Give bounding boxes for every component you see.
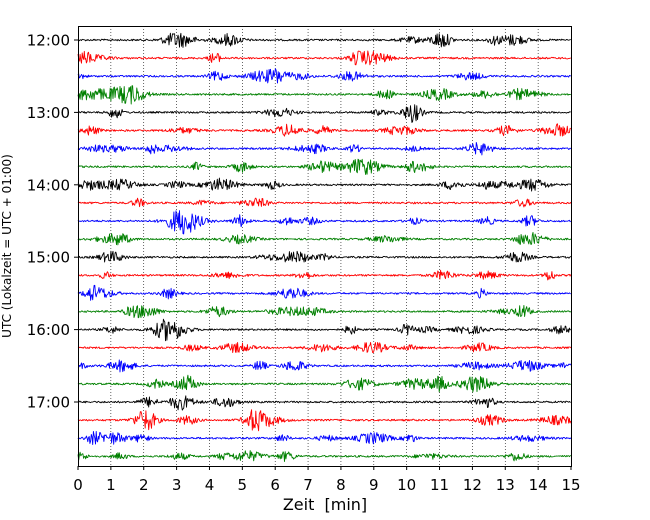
x-tick-label: 8 — [336, 476, 346, 494]
trace-line — [77, 269, 572, 281]
y-tick-label: 12:00 — [27, 32, 70, 50]
trace-line — [77, 450, 572, 462]
y-ticks: 12:00 13:00 14:00 15:00 16:00 17:00 — [27, 32, 78, 412]
x-tick-label: 10 — [397, 476, 416, 494]
x-ticks: 0 1 2 3 4 5 6 7 8 9 10 11 12 13 14 15 — [73, 466, 581, 494]
trace-line — [77, 409, 572, 432]
trace-line — [77, 231, 572, 246]
x-tick-label: 4 — [205, 476, 215, 494]
x-tick-label: 2 — [139, 476, 149, 494]
y-tick-label: 13:00 — [27, 104, 70, 122]
trace-line — [77, 359, 572, 373]
y-tick-label: 15:00 — [27, 249, 70, 267]
trace-line — [77, 431, 572, 445]
trace-line — [77, 250, 572, 263]
x-tick-label: 14 — [529, 476, 548, 494]
x-tick-label: 6 — [270, 476, 280, 494]
x-tick-label: 7 — [303, 476, 313, 494]
trace-line — [77, 197, 572, 208]
trace-line — [77, 305, 572, 319]
y-tick-label: 16:00 — [27, 321, 70, 339]
x-tick-label: 5 — [238, 476, 248, 494]
x-tick-label: 12 — [463, 476, 482, 494]
trace-line — [77, 284, 571, 301]
trace-line — [77, 104, 571, 123]
trace-line — [77, 318, 572, 342]
trace-line — [77, 50, 571, 66]
trace-line — [77, 395, 571, 411]
y-tick-label: 14:00 — [27, 176, 70, 194]
y-axis-label: UTC (Lokalzeit = UTC + 01:00) — [0, 154, 14, 338]
x-tick-label: 13 — [496, 476, 515, 494]
trace-line — [77, 68, 572, 84]
trace-lines — [77, 32, 572, 462]
x-tick-label: 9 — [369, 476, 379, 494]
trace-line — [77, 85, 572, 105]
trace-line — [77, 210, 572, 235]
x-tick-label: 3 — [172, 476, 182, 494]
trace-line — [77, 177, 572, 192]
trace-line — [77, 123, 572, 137]
x-axis-label: Zeit [min] — [283, 495, 367, 514]
y-tick-label: 17:00 — [27, 394, 70, 412]
grid-lines — [110, 26, 539, 466]
trace-line — [77, 141, 572, 156]
trace-line — [77, 158, 572, 175]
trace-line — [77, 341, 572, 354]
x-tick-label: 11 — [430, 476, 449, 494]
trace-line — [77, 32, 571, 48]
plot-frame — [78, 26, 572, 467]
x-tick-label: 0 — [73, 476, 83, 494]
x-tick-label: 1 — [106, 476, 116, 494]
x-tick-label: 15 — [561, 476, 580, 494]
trace-line — [77, 374, 572, 393]
